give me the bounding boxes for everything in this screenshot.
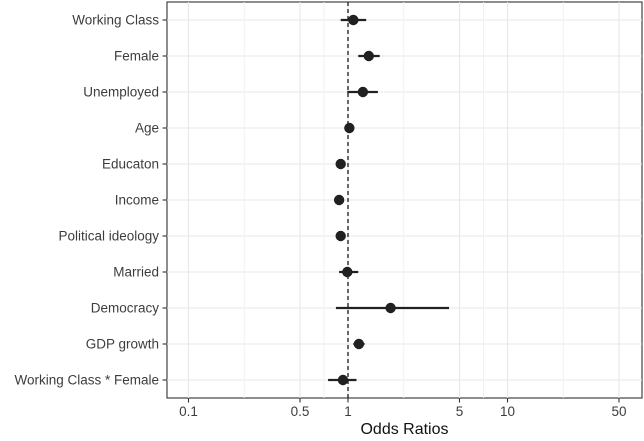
point-estimate <box>357 86 369 98</box>
x-tick-label: 50 <box>611 404 626 419</box>
y-axis-label: Working Class <box>72 13 159 28</box>
point-estimate <box>348 14 359 26</box>
y-axis-label: Educaton <box>102 157 159 172</box>
y-axis-label: GDP growth <box>86 337 159 352</box>
point-estimate <box>337 374 349 386</box>
x-tick-label: 10 <box>500 404 515 419</box>
y-axis-label: Age <box>135 121 159 136</box>
point-estimate <box>344 122 355 134</box>
y-axis-label: Political ideology <box>58 229 159 244</box>
point-estimate <box>333 194 345 206</box>
x-tick-label: 5 <box>456 404 464 419</box>
point-estimate <box>335 230 346 242</box>
point-estimate <box>342 266 353 278</box>
y-axis-label: Unemployed <box>83 85 159 100</box>
point-estimate <box>363 50 374 62</box>
y-axis-label: Married <box>113 265 159 280</box>
y-axis-label: Democracy <box>91 301 160 316</box>
x-tick-label: 0.5 <box>291 404 310 419</box>
point-estimate <box>335 158 346 170</box>
x-tick-label: 0.1 <box>179 404 198 419</box>
x-axis-title: Odds Ratios <box>360 421 448 438</box>
y-axis-label: Working Class * Female <box>14 373 159 388</box>
y-axis-label: Female <box>114 49 159 64</box>
x-tick-label: 1 <box>344 404 352 419</box>
y-axis-label: Income <box>115 193 159 208</box>
point-estimate <box>353 338 365 350</box>
point-estimate <box>385 302 396 314</box>
